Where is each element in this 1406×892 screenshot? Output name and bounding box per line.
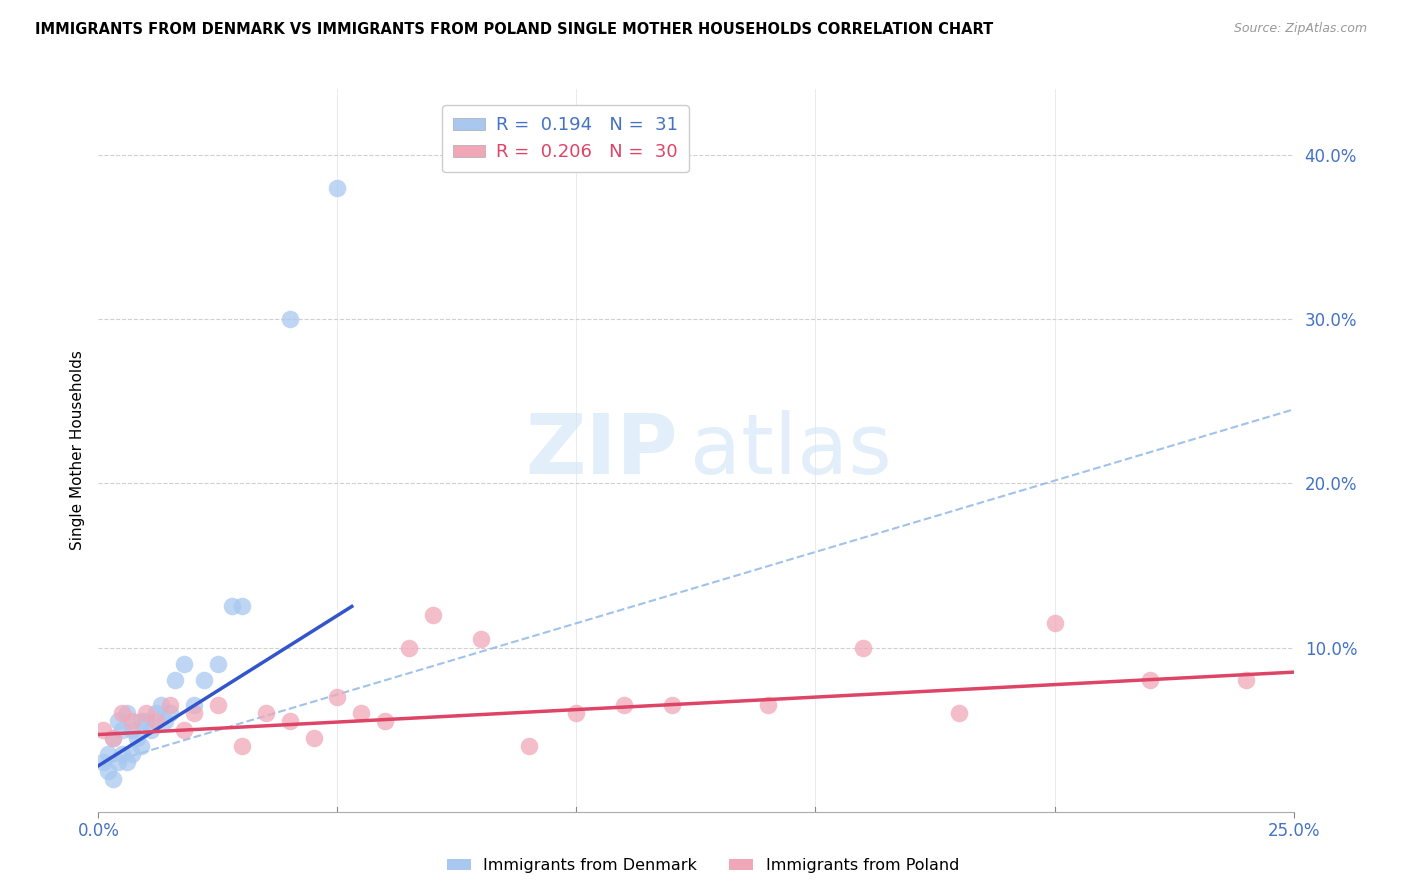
Point [101, 731, 124, 745]
Point [183, 706, 205, 721]
Point [145, 706, 167, 721]
Legend: Immigrants from Denmark, Immigrants from Poland: Immigrants from Denmark, Immigrants from… [440, 852, 966, 880]
Point [101, 772, 124, 786]
Point [470, 632, 492, 647]
Point [111, 723, 134, 737]
Point [948, 706, 970, 721]
Point [254, 706, 277, 721]
Point [231, 739, 253, 753]
Point [1043, 615, 1066, 630]
Point [163, 673, 186, 688]
Point [565, 706, 588, 721]
Point [173, 657, 195, 671]
Point [1234, 673, 1257, 688]
Point [101, 731, 124, 745]
Point [661, 698, 683, 712]
Text: atlas: atlas [690, 410, 891, 491]
Text: Source: ZipAtlas.com: Source: ZipAtlas.com [1233, 22, 1367, 36]
Point [1139, 673, 1161, 688]
Point [121, 714, 143, 729]
Point [149, 698, 172, 712]
Point [97, 747, 120, 762]
Point [207, 657, 229, 671]
Point [131, 739, 153, 753]
Point [183, 698, 205, 712]
Point [302, 731, 325, 745]
Point [350, 706, 373, 721]
Point [422, 607, 444, 622]
Point [91, 723, 114, 737]
Point [207, 698, 229, 712]
Point [852, 640, 875, 655]
Point [326, 690, 349, 704]
Point [131, 714, 153, 729]
Point [221, 599, 243, 614]
Point [107, 714, 129, 729]
Point [111, 706, 134, 721]
Point [135, 706, 157, 721]
Point [91, 756, 114, 770]
Y-axis label: Single Mother Households: Single Mother Households [69, 351, 84, 550]
Point [111, 747, 134, 762]
Point [193, 673, 215, 688]
Point [121, 747, 143, 762]
Point [278, 714, 301, 729]
Point [398, 640, 420, 655]
Point [107, 756, 129, 770]
Point [374, 714, 396, 729]
Point [155, 714, 177, 729]
Point [159, 698, 181, 712]
Point [125, 731, 148, 745]
Point [139, 723, 162, 737]
Point [517, 739, 540, 753]
Point [115, 706, 138, 721]
Point [613, 698, 636, 712]
Point [121, 723, 143, 737]
Point [278, 312, 301, 326]
Point [115, 756, 138, 770]
Point [145, 714, 167, 729]
Text: ZIP: ZIP [526, 410, 678, 491]
Point [756, 698, 779, 712]
Point [173, 723, 195, 737]
Point [231, 599, 253, 614]
Legend: R =  0.194   N =  31, R =  0.206   N =  30: R = 0.194 N = 31, R = 0.206 N = 30 [441, 105, 689, 172]
Point [159, 706, 181, 721]
Point [97, 764, 120, 778]
Point [326, 180, 349, 194]
Point [135, 714, 157, 729]
Text: IMMIGRANTS FROM DENMARK VS IMMIGRANTS FROM POLAND SINGLE MOTHER HOUSEHOLDS CORRE: IMMIGRANTS FROM DENMARK VS IMMIGRANTS FR… [35, 22, 994, 37]
